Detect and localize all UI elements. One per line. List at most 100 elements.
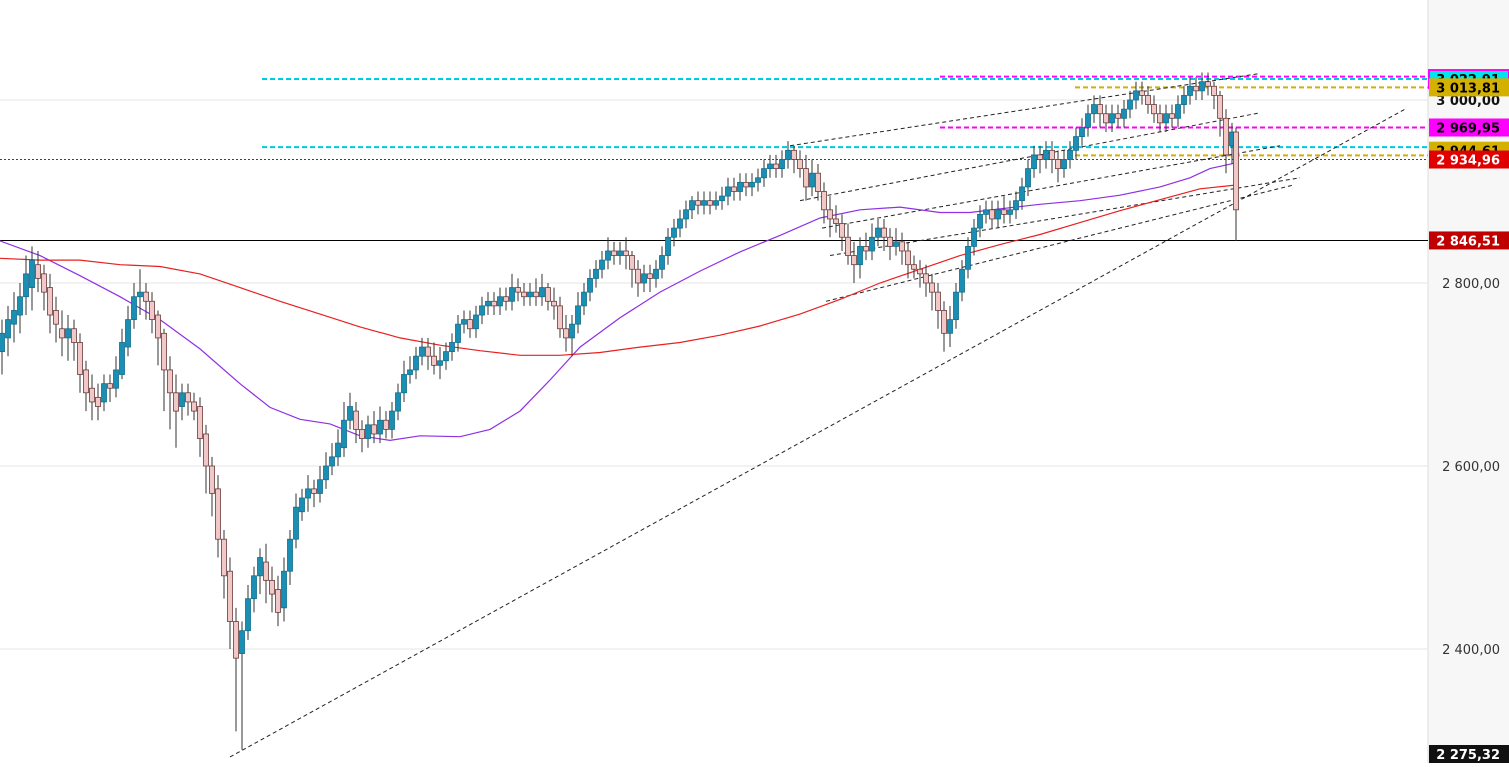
candle-down: [815, 172, 821, 192]
candle-down: [269, 579, 275, 595]
candle-up: [281, 570, 287, 609]
price-marker: 2 846,51: [1429, 231, 1509, 250]
candle-up: [869, 236, 875, 252]
candle-up: [587, 278, 593, 293]
price-marker-bg: [1429, 231, 1509, 250]
candle-up: [299, 497, 305, 513]
trendline[interactable]: [821, 145, 1281, 229]
candle-up: [1067, 149, 1073, 160]
price-marker-bg: [1429, 745, 1509, 763]
price-marker-bg: [1429, 118, 1509, 137]
candle-up: [581, 291, 587, 307]
trendline[interactable]: [825, 184, 1294, 302]
candle-down: [263, 561, 269, 581]
candle-up: [713, 200, 719, 206]
candle-up: [947, 319, 953, 334]
moving-average-line: [0, 162, 1236, 442]
candle-down: [53, 310, 59, 325]
candle-up: [293, 506, 299, 540]
candle-down: [1097, 104, 1103, 115]
candle-up: [665, 236, 671, 256]
candle-up: [1091, 104, 1097, 115]
candle-down: [545, 287, 551, 302]
candle-down: [923, 273, 929, 284]
horizontal-levels: [0, 75, 1428, 241]
candle-up: [569, 323, 575, 339]
candle-down: [1139, 90, 1145, 96]
candle-up: [875, 227, 881, 238]
candle-down: [1223, 117, 1229, 156]
candle-down: [1103, 113, 1109, 124]
candle-up: [509, 287, 515, 302]
candle-down: [149, 300, 155, 320]
candle-up: [677, 218, 683, 229]
candle-down: [233, 621, 239, 659]
candle-up: [251, 575, 257, 600]
trendline[interactable]: [799, 112, 1261, 202]
candle-down: [917, 268, 923, 275]
candle-up: [1019, 186, 1025, 202]
candle-down: [467, 319, 473, 330]
candle-up: [857, 245, 863, 266]
candle-up: [725, 186, 731, 197]
candle-down: [515, 287, 521, 293]
candle-down: [71, 328, 77, 343]
candle-up: [575, 305, 581, 325]
y-axis-ticks[interactable]: 2 400,00 2 600,00 2 800,00 3 000,00: [1436, 94, 1500, 658]
candle-down: [59, 328, 65, 339]
candle-down: [143, 291, 149, 302]
candle-down: [557, 305, 563, 330]
candle-up: [983, 209, 989, 215]
candle-down: [899, 241, 905, 252]
candle-up: [389, 410, 395, 430]
candle-down: [911, 264, 917, 270]
candle-up: [479, 305, 485, 316]
candle-up: [239, 630, 245, 654]
candle-down: [941, 310, 947, 334]
candle-up: [617, 250, 623, 256]
price-marker: 2 275,32: [1429, 745, 1509, 763]
candle-up: [653, 268, 659, 279]
candle-down: [209, 465, 215, 494]
candle-down: [821, 191, 827, 211]
candle-down: [1169, 113, 1175, 119]
candle-down: [77, 342, 83, 375]
candle-down: [731, 186, 737, 192]
candle-down: [215, 488, 221, 540]
y-tick-label: 2 800,00: [1442, 277, 1500, 292]
candle-up: [335, 442, 341, 458]
candle-down: [935, 291, 941, 311]
candle-up: [959, 268, 965, 293]
price-marker-label: 2 969,95: [1436, 121, 1500, 136]
candle-down: [311, 488, 317, 494]
candle-down: [503, 296, 509, 302]
candle-up: [0, 332, 5, 353]
candle-up: [437, 360, 443, 366]
candle-up: [305, 488, 311, 499]
candle-down: [1001, 209, 1007, 215]
candle-up: [1007, 209, 1013, 215]
candle-down: [1205, 81, 1211, 87]
candle-down: [791, 149, 797, 160]
price-marker-label: 3 013,81: [1436, 81, 1500, 96]
candle-up: [407, 369, 413, 375]
candle-down: [905, 250, 911, 266]
candle-down: [551, 300, 557, 307]
price-marker: 3 013,81: [1429, 78, 1509, 97]
candle-down: [155, 314, 161, 339]
price-markers: 3 022,913 013,812 969,952 944,612 934,96…: [1428, 69, 1509, 763]
candle-down: [707, 200, 713, 206]
candle-down: [845, 236, 851, 256]
candle-up: [125, 319, 131, 348]
candle-down: [1217, 95, 1223, 119]
trendline[interactable]: [789, 72, 1261, 147]
candle-up: [527, 291, 533, 298]
candle-down: [491, 300, 497, 307]
candle-down: [167, 369, 173, 394]
candle-down: [1049, 149, 1055, 160]
candle-up: [5, 319, 11, 339]
candle-down: [647, 273, 653, 279]
candle-up: [1031, 154, 1037, 170]
candle-up: [1109, 113, 1115, 124]
